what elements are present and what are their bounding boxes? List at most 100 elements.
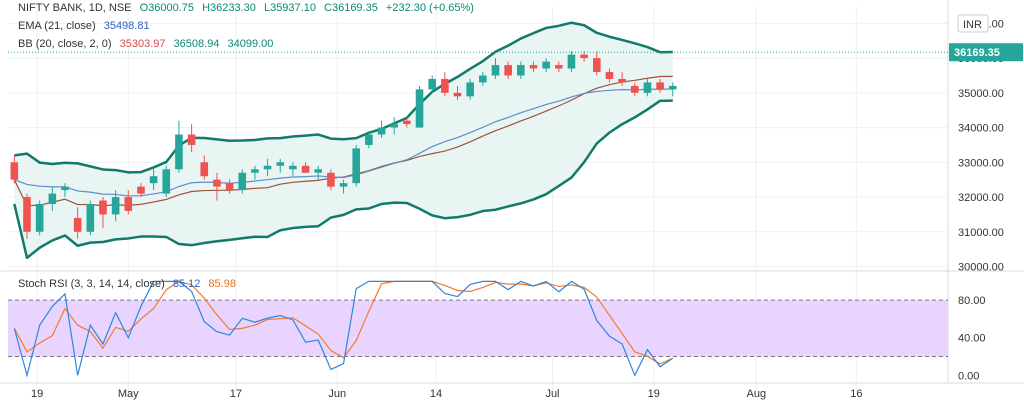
time-tick-label: Jul <box>545 388 559 400</box>
candle-up[interactable] <box>61 186 69 191</box>
candle-down[interactable] <box>73 217 82 232</box>
stoch-band-fill <box>8 300 948 357</box>
candle-up[interactable] <box>314 169 323 173</box>
time-tick-label: May <box>118 388 139 400</box>
candle-up[interactable] <box>377 127 386 135</box>
candle-up[interactable] <box>48 193 57 204</box>
bb-legend[interactable]: BB (20, close, 2, 0) 35303.97 36508.94 3… <box>18 38 278 50</box>
candle-down[interactable] <box>187 134 196 145</box>
candle-down[interactable] <box>23 197 31 232</box>
candle-up[interactable] <box>238 172 247 191</box>
stoch-d-value: 85.98 <box>208 278 236 290</box>
candle-down[interactable] <box>200 162 209 177</box>
candle-up[interactable] <box>352 148 361 184</box>
bb-basis-value: 35303.97 <box>119 38 166 50</box>
candle-down[interactable] <box>225 183 234 191</box>
symbol-label[interactable]: NIFTY BANK, 1D, NSE <box>18 2 132 14</box>
stoch-legend[interactable]: Stoch RSI (3, 3, 14, 14, close) 85.12 85… <box>18 278 241 290</box>
candle-down[interactable] <box>630 85 639 93</box>
candle-down[interactable] <box>592 58 601 72</box>
candle-up[interactable] <box>149 176 158 184</box>
bb-upper-line <box>14 21 673 174</box>
time-tick-label: 16 <box>850 388 862 400</box>
price-tick-label: 32000.00 <box>958 192 1004 204</box>
candle-up[interactable] <box>162 169 171 194</box>
high-value: H36233.30 <box>202 2 256 14</box>
candle-up[interactable] <box>466 82 474 97</box>
candle-up[interactable] <box>428 78 436 90</box>
stoch-tick-label: 80.00 <box>958 295 986 307</box>
candle-up[interactable] <box>86 204 95 232</box>
open-value: O36000.75 <box>139 2 194 14</box>
bb-lower-value: 34099.00 <box>227 38 274 50</box>
price-tick-label: 31000.00 <box>958 227 1004 239</box>
candle-up[interactable] <box>517 65 525 76</box>
candle-up[interactable] <box>668 85 677 90</box>
currency-label: INR <box>963 19 982 31</box>
ema-value: 35498.81 <box>103 20 150 32</box>
time-tick-label: 17 <box>230 388 242 400</box>
candle-down[interactable] <box>327 172 335 187</box>
candle-down[interactable] <box>555 65 563 69</box>
time-tick-label: Aug <box>747 388 767 400</box>
time-tick-label: 19 <box>31 388 43 400</box>
candle-down[interactable] <box>580 54 588 59</box>
ema-line <box>14 88 673 197</box>
candle-down[interactable] <box>10 162 19 180</box>
last-price-tag[interactable] <box>949 43 1023 62</box>
candle-up[interactable] <box>365 134 373 145</box>
candle-up[interactable] <box>390 124 398 128</box>
time-tick-label: Jun <box>328 388 346 400</box>
candle-down[interactable] <box>124 197 133 211</box>
candle-down[interactable] <box>99 200 107 215</box>
candle-up[interactable] <box>175 134 183 170</box>
candle-up[interactable] <box>415 89 424 128</box>
bb-label: BB (20, close, 2, 0) <box>18 38 112 50</box>
time-tick-label: 19 <box>648 388 660 400</box>
stoch-tick-label: 0.00 <box>958 370 979 382</box>
candle-down[interactable] <box>529 65 538 69</box>
price-tick-label: 30000.00 <box>958 262 1004 274</box>
candle-up[interactable] <box>491 65 500 76</box>
candle-down[interactable] <box>213 179 221 187</box>
candle-down[interactable] <box>403 120 411 125</box>
price-tick-label: 35000.00 <box>958 88 1004 100</box>
candle-up[interactable] <box>35 204 44 232</box>
candle-up[interactable] <box>567 54 576 69</box>
stoch-tick-label: 40.00 <box>958 333 986 345</box>
currency-tag[interactable] <box>957 14 989 33</box>
price-tick-label: 33000.00 <box>958 157 1004 169</box>
close-value: C36169.35 <box>324 2 378 14</box>
ema-legend[interactable]: EMA (21, close) 35498.81 <box>18 20 155 32</box>
last-price-label: 36169.35 <box>954 47 1000 59</box>
candle-down[interactable] <box>137 186 145 194</box>
candle-down[interactable] <box>618 78 626 83</box>
candle-down[interactable] <box>504 65 512 76</box>
candle-up[interactable] <box>276 162 285 166</box>
candle-up[interactable] <box>111 197 120 215</box>
candle-down[interactable] <box>453 92 462 97</box>
candle-up[interactable] <box>339 183 348 187</box>
ohlc-legend: NIFTY BANK, 1D, NSE O36000.75 H36233.30 … <box>18 2 479 14</box>
bb-lower-line <box>13 99 673 260</box>
change-value: +232.30 (+0.65%) <box>385 2 474 14</box>
candle-up[interactable] <box>289 165 297 170</box>
candle-up[interactable] <box>263 165 272 170</box>
candle-up[interactable] <box>251 169 259 173</box>
price-tick-label: 34000.00 <box>958 123 1004 135</box>
ema-label: EMA (21, close) <box>18 20 96 32</box>
candle-down[interactable] <box>656 82 664 90</box>
time-tick-label: 14 <box>430 388 442 400</box>
candle-down[interactable] <box>441 78 449 93</box>
stoch-label: Stoch RSI (3, 3, 14, 14, close) <box>18 278 165 290</box>
candle-up[interactable] <box>542 61 550 69</box>
bb-upper-value: 36508.94 <box>173 38 220 50</box>
candle-down[interactable] <box>605 72 614 79</box>
candle-up[interactable] <box>479 75 487 83</box>
low-value: L35937.10 <box>263 2 316 14</box>
stoch-k-value: 85.12 <box>172 278 201 290</box>
candle-up[interactable] <box>643 82 652 93</box>
candle-down[interactable] <box>301 165 310 173</box>
